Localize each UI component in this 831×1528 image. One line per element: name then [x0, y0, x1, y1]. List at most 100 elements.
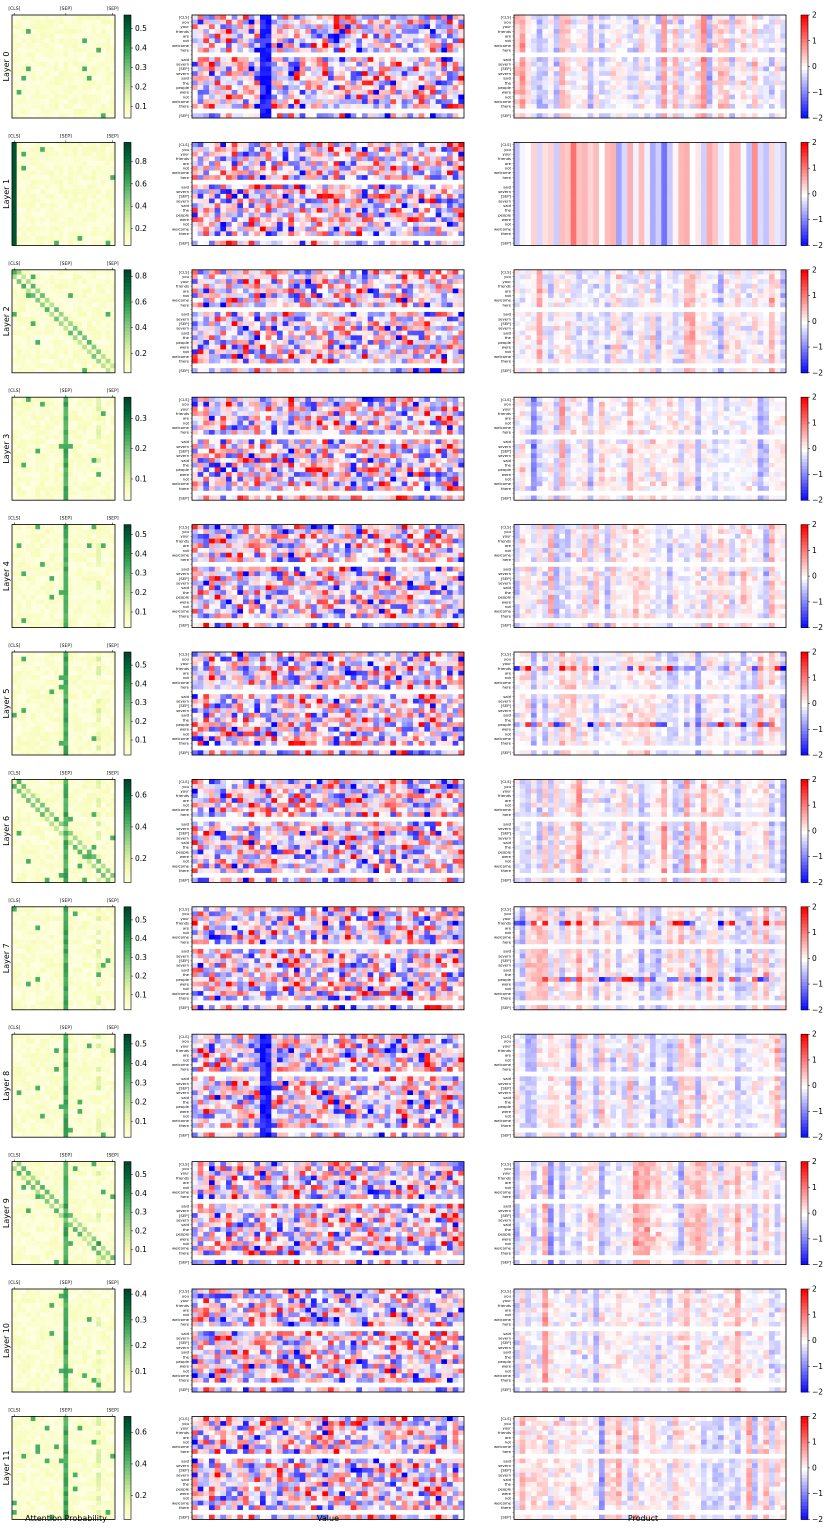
product-cell [769, 43, 775, 49]
product-cell [780, 103, 787, 109]
value-cell [220, 142, 227, 148]
attention-cell [72, 175, 78, 181]
product-cell [610, 94, 617, 100]
attention-cell [72, 103, 78, 109]
value-cell [350, 47, 357, 53]
value-cell [299, 207, 306, 213]
product-cell [519, 19, 526, 25]
value-cell [362, 147, 368, 153]
value-cell [271, 156, 278, 162]
value-cell [430, 175, 436, 181]
product-cell [678, 43, 685, 49]
product-cell [587, 85, 594, 91]
value-cell [452, 179, 459, 185]
value-cell [328, 147, 334, 153]
attention-cell [96, 52, 102, 58]
product-cell [763, 24, 770, 30]
product-cell [752, 47, 758, 53]
product-cell [553, 61, 560, 67]
value-cell [220, 38, 227, 44]
attention-cell [16, 113, 22, 119]
product-cell [667, 161, 673, 167]
value-cell [435, 212, 442, 218]
value-cell [452, 236, 459, 242]
value-cell [316, 57, 323, 63]
product-cell [644, 156, 651, 162]
value-cell [203, 94, 210, 100]
attention-cell [77, 19, 83, 25]
product-cell [604, 156, 611, 162]
attention-cell [35, 179, 41, 185]
attention-cell [100, 161, 106, 167]
attention-cell [105, 71, 111, 77]
value-cell [424, 29, 431, 35]
product-cell [565, 156, 571, 162]
product-cell [774, 38, 781, 44]
value-cell [447, 221, 453, 227]
value-cell [452, 161, 459, 167]
product-cell [661, 99, 668, 105]
value-cell [401, 184, 408, 190]
product-cell [633, 29, 639, 35]
value-cell [316, 61, 323, 67]
value-cell [316, 184, 323, 190]
attention-cell [30, 221, 36, 227]
colorbar-segment [124, 231, 131, 236]
value-cell [271, 75, 278, 81]
value-cell [248, 184, 255, 190]
value-cell [367, 108, 374, 114]
value-cell [407, 15, 414, 20]
product-cell [695, 52, 702, 58]
value-cell [452, 66, 459, 72]
product-cell [582, 99, 588, 105]
value-cell [192, 226, 198, 232]
value-cell [345, 151, 351, 157]
value-cell [209, 151, 215, 157]
value-cell [356, 99, 363, 105]
attention-cell [54, 179, 60, 185]
product-cell [718, 113, 724, 119]
attention-cell [30, 108, 36, 114]
value-cell [362, 165, 368, 171]
product-cell [599, 151, 605, 157]
product-cell [706, 99, 713, 105]
value-cell [243, 85, 249, 91]
value-cell [373, 99, 380, 105]
value-cell [396, 89, 402, 95]
product-cell [542, 24, 549, 30]
product-cell [582, 80, 588, 86]
product-cell [655, 43, 662, 49]
token-label: severn [498, 71, 511, 76]
product-cell [644, 184, 651, 190]
value-cell [209, 80, 215, 86]
value-cell [316, 71, 323, 77]
value-cell [311, 24, 317, 30]
product-cell [599, 66, 605, 72]
product-cell [780, 156, 787, 162]
value-cell [226, 175, 232, 181]
product-cell [701, 193, 707, 199]
value-cell [254, 226, 261, 232]
value-cell [243, 189, 249, 195]
product-cell [610, 189, 617, 195]
product-cell [627, 52, 634, 58]
product-cell [757, 38, 764, 44]
product-cell [525, 33, 532, 39]
value-cell [214, 29, 221, 35]
attention-cell [77, 89, 83, 95]
attention-cell [105, 147, 111, 153]
attention-cell [105, 203, 111, 209]
product-cell [667, 80, 673, 86]
value-cell [441, 19, 448, 25]
product-cell [706, 156, 713, 162]
value-cell [282, 71, 289, 77]
value-cell [254, 175, 261, 181]
attention-cell [16, 170, 22, 176]
product-cell [684, 52, 690, 58]
value-cell [197, 85, 204, 91]
product-cell [593, 29, 600, 35]
value-cell [243, 113, 249, 119]
attention-cell [40, 147, 46, 153]
value-cell [362, 236, 368, 242]
value-cell [294, 43, 300, 49]
